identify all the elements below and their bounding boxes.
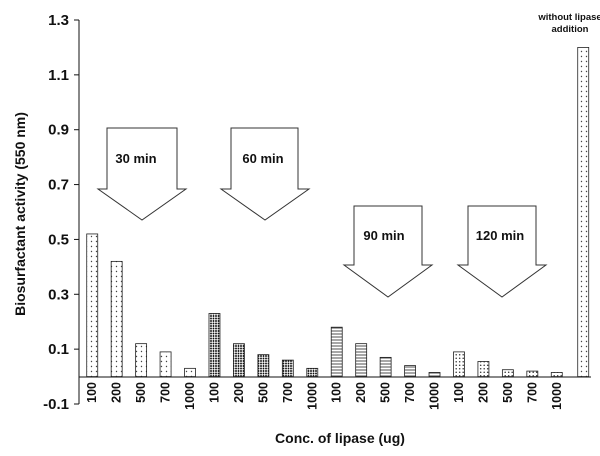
bar-60-min-700 xyxy=(281,359,294,377)
bar-90-min-500 xyxy=(379,356,392,377)
x-tick-label: 100 xyxy=(207,382,221,403)
bar-30-min-700 xyxy=(159,351,172,377)
x-tick-label: 1000 xyxy=(550,382,564,410)
arrow-label-60-min: 60 min xyxy=(242,151,283,166)
x-tick-label: 200 xyxy=(110,382,124,403)
x-tick-label: 500 xyxy=(256,382,270,403)
x-tick-label: 700 xyxy=(281,382,295,403)
x-tick-label: 200 xyxy=(232,382,246,403)
bar-60-min-500 xyxy=(257,354,270,377)
arrow-30-min: 30 min xyxy=(96,127,188,221)
y-tick-label: 1.1 xyxy=(48,67,69,84)
down-arrow-icon xyxy=(456,205,548,298)
x-tick-label: 1000 xyxy=(428,382,442,410)
bar-120-min-200 xyxy=(477,361,490,377)
x-axis-title: Conc. of lipase (ug) xyxy=(275,430,405,446)
control-note-line1: without lipase xyxy=(537,12,600,23)
bar-120-min-700 xyxy=(526,370,539,377)
y-tick-label: -0.1 xyxy=(43,396,69,413)
bar-30-min-1000 xyxy=(184,367,196,377)
y-tick-label: 0.7 xyxy=(48,177,69,194)
bar-60-min-1000 xyxy=(306,367,319,377)
bar-90-min-1000 xyxy=(428,372,441,377)
bar-120-min-1000 xyxy=(550,372,563,377)
down-arrow-icon xyxy=(219,127,311,221)
x-tick-label: 100 xyxy=(452,382,466,403)
x-ticks: 100 200 500 700 1000 100 200 500 700 1000 100 200 50… xyxy=(85,382,564,410)
bar-60-min-100 xyxy=(208,313,221,377)
y-ticks: -0.1 0.1 0.3 0.5 0.7 0.9 1.1 1.3 xyxy=(43,12,79,413)
arrow-60-min: 60 min xyxy=(219,127,311,221)
bar-30-min-200 xyxy=(110,260,123,377)
bars xyxy=(86,47,590,377)
bar-90-min-200 xyxy=(355,343,368,377)
down-arrow-icon xyxy=(96,127,188,221)
x-tick-label: 700 xyxy=(525,382,539,403)
arrow-label-120-min: 120 min xyxy=(476,228,524,243)
x-tick-label: 100 xyxy=(330,382,344,403)
bar-90-min-100 xyxy=(330,326,343,377)
bar-120-min-500 xyxy=(501,369,514,377)
x-tick-label: 200 xyxy=(476,382,490,403)
x-tick-label: 500 xyxy=(379,382,393,403)
x-tick-label: 700 xyxy=(403,382,417,403)
y-tick-label: 0.9 xyxy=(48,122,69,139)
control-note-line2: addition xyxy=(552,24,589,35)
x-tick-label: 700 xyxy=(159,382,173,403)
arrow-label-90-min: 90 min xyxy=(363,228,404,243)
bar-30-min-100 xyxy=(86,233,99,377)
x-tick-label: 200 xyxy=(354,382,368,403)
down-arrow-icon xyxy=(342,205,434,298)
y-tick-label: 1.3 xyxy=(48,12,69,29)
arrow-label-30-min: 30 min xyxy=(115,151,156,166)
bar-90-min-700 xyxy=(404,365,416,377)
x-tick-label: 500 xyxy=(134,382,148,403)
bar-120-min-100 xyxy=(453,351,465,377)
arrow-120-min: 120 min xyxy=(456,205,548,298)
bar-control-without-lipase xyxy=(577,47,590,377)
arrow-90-min: 90 min xyxy=(342,205,434,298)
y-tick-label: 0.1 xyxy=(48,341,69,358)
bar-60-min-200 xyxy=(233,343,245,377)
y-tick-label: 0.5 xyxy=(48,231,69,248)
x-tick-label: 500 xyxy=(501,382,515,403)
y-tick-label: 0.3 xyxy=(48,286,69,303)
bar-30-min-500 xyxy=(135,343,148,377)
y-axis-title: Biosurfactant activity (550 nm) xyxy=(12,112,28,316)
x-tick-label: 100 xyxy=(85,382,99,403)
x-tick-label: 1000 xyxy=(305,382,319,410)
x-tick-label: 1000 xyxy=(183,382,197,410)
